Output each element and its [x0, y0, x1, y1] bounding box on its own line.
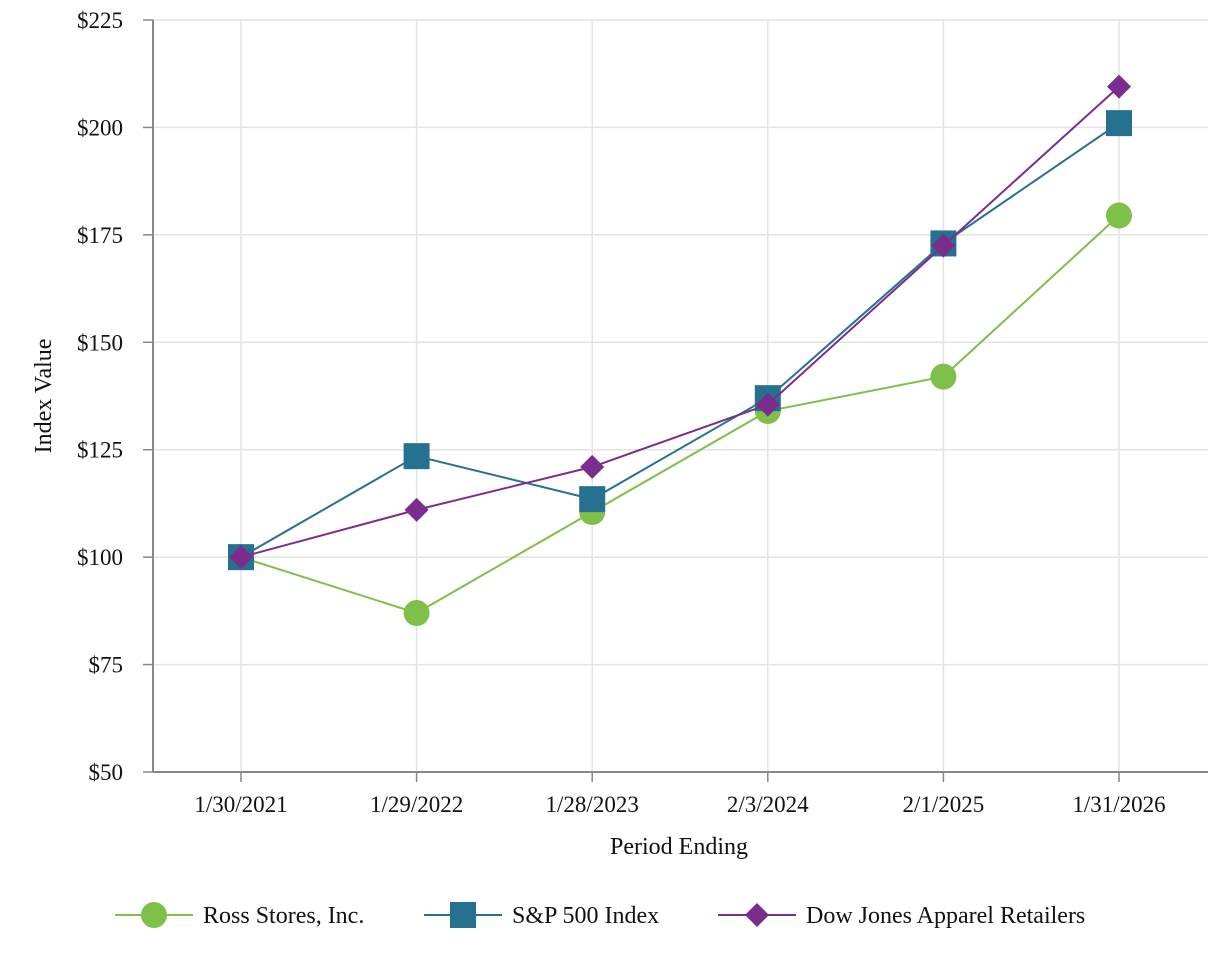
gridlines: [143, 19, 1208, 782]
legend-label: S&P 500 Index: [512, 903, 659, 929]
legend-label: Dow Jones Apparel Retailers: [806, 903, 1085, 929]
y-tick-label: $50: [89, 760, 124, 785]
legend-item: S&P 500 Index: [424, 902, 659, 929]
x-tick-label: 1/28/2023: [546, 792, 639, 817]
data-point-diamond: [755, 392, 780, 417]
legend-marker-diamond: [745, 903, 769, 927]
axes: [152, 20, 1208, 773]
y-tick-label: $200: [77, 115, 123, 140]
series-line: [240, 85, 1120, 559]
y-tick-label: $100: [77, 545, 123, 570]
series-lines: [228, 74, 1132, 627]
data-point-circle: [930, 363, 957, 390]
series-1: [228, 110, 1132, 571]
x-tick-label: 1/30/2021: [194, 792, 287, 817]
y-tick-label: $225: [77, 8, 123, 33]
data-point-diamond: [404, 497, 429, 522]
series-2: [229, 74, 1131, 570]
series-line: [240, 214, 1120, 615]
data-point-square: [1106, 110, 1132, 137]
data-point-diamond: [229, 545, 253, 570]
y-tick-labels: $50 $75 $100 $125 $150 $175 $200 $225: [77, 8, 123, 785]
y-axis-title: Index Value: [31, 339, 57, 454]
legend-marker-circle: [141, 902, 167, 928]
data-point-diamond: [580, 454, 605, 479]
y-tick-label: $150: [77, 330, 123, 355]
legend: Ross Stores, Inc. S&P 500 Index Dow Jones …: [115, 902, 1085, 929]
series-0: [228, 202, 1132, 627]
x-tick-label: 1/29/2022: [370, 792, 463, 817]
data-point-circle: [403, 600, 430, 627]
x-tick-label: 1/31/2026: [1072, 792, 1165, 817]
data-point-circle: [1106, 202, 1132, 229]
x-tick-label: 2/1/2025: [903, 792, 985, 817]
data-point-diamond: [1107, 74, 1131, 99]
legend-label: Ross Stores, Inc.: [203, 903, 364, 929]
series-line: [240, 122, 1120, 559]
data-point-square: [579, 486, 606, 513]
x-axis-title: Period Ending: [610, 834, 748, 860]
data-point-diamond: [931, 233, 956, 258]
data-point-square: [403, 443, 430, 470]
y-tick-label: $75: [89, 653, 124, 678]
x-tick-label: 2/3/2024: [727, 792, 809, 817]
y-tick-label: $175: [77, 223, 123, 248]
y-tick-label: $125: [77, 438, 123, 463]
legend-marker-square: [450, 902, 476, 928]
legend-item: Ross Stores, Inc.: [115, 902, 364, 929]
x-tick-labels: 1/30/2021 1/29/2022 1/28/2023 2/3/2024 2/1/2…: [194, 792, 1165, 817]
legend-item: Dow Jones Apparel Retailers: [718, 903, 1085, 929]
